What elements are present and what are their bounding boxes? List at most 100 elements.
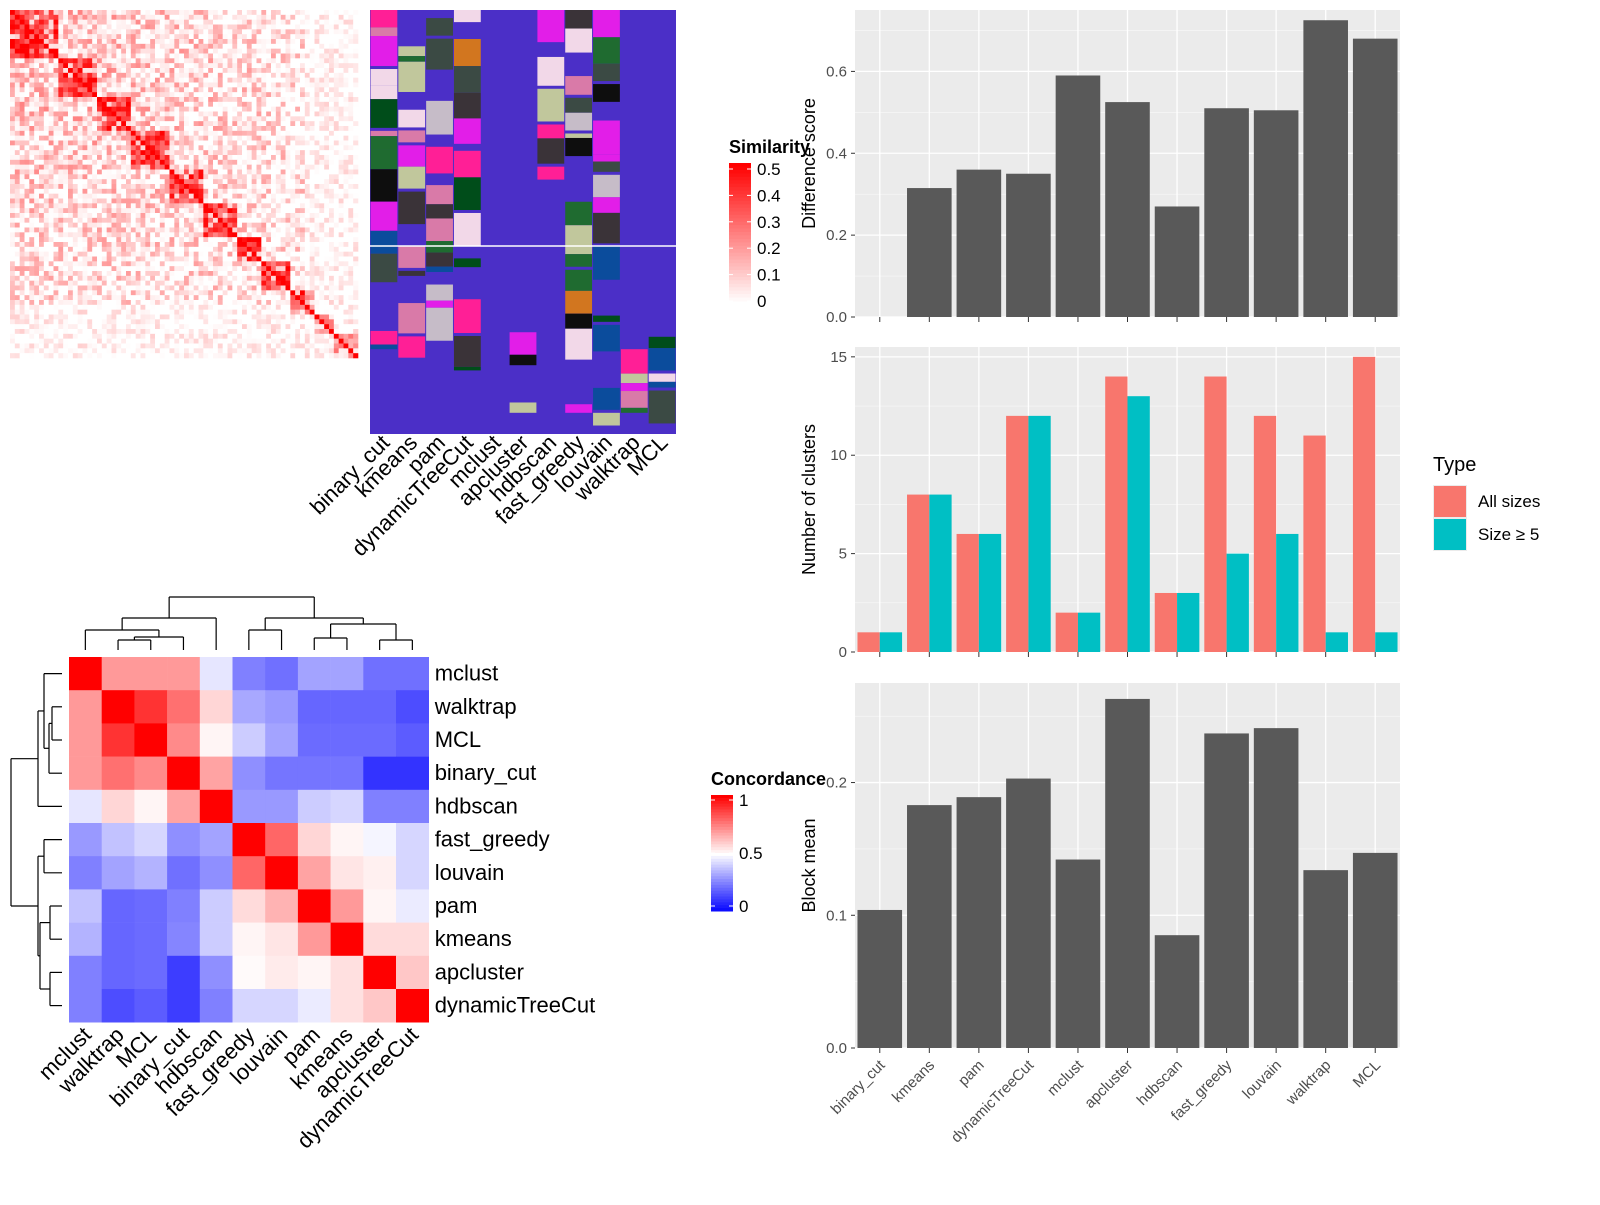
similarity-cell — [87, 271, 93, 277]
similarity-cell — [290, 290, 296, 296]
similarity-cell — [232, 324, 238, 330]
similarity-cell — [101, 58, 107, 64]
similarity-cell — [116, 246, 122, 252]
similarity-cell — [237, 275, 243, 281]
similarity-cell — [87, 324, 93, 330]
similarity-cell — [92, 164, 98, 170]
similarity-cell — [203, 329, 209, 335]
similarity-cell — [261, 193, 267, 199]
similarity-cell — [314, 145, 320, 151]
similarity-cell — [237, 198, 243, 204]
similarity-cell — [217, 63, 223, 69]
similarity-cell — [309, 237, 315, 243]
similarity-cell — [295, 145, 301, 151]
similarity-cell — [333, 140, 339, 146]
similarity-cell — [338, 338, 344, 344]
similarity-cell — [48, 261, 54, 267]
similarity-cell — [87, 217, 93, 223]
similarity-cell — [237, 217, 243, 223]
similarity-cell — [353, 174, 359, 180]
similarity-cell — [164, 217, 170, 223]
similarity-cell — [111, 82, 117, 88]
similarity-cell — [63, 266, 69, 272]
similarity-cell — [169, 43, 175, 49]
similarity-cell — [159, 106, 165, 112]
similarity-cell — [126, 261, 132, 267]
similarity-cell — [266, 155, 272, 161]
similarity-cell — [10, 222, 16, 228]
similarity-cell — [10, 188, 16, 194]
similarity-cell — [111, 290, 117, 296]
similarity-cell — [184, 222, 190, 228]
similarity-cell — [338, 63, 344, 69]
similarity-cell — [14, 309, 20, 315]
similarity-cell — [130, 19, 136, 25]
similarity-cell — [24, 184, 30, 190]
similarity-cell — [140, 77, 146, 83]
similarity-cell — [130, 135, 136, 141]
similarity-cell — [48, 155, 54, 161]
similarity-cell — [285, 213, 291, 219]
similarity-cell — [304, 295, 310, 301]
similarity-cell — [275, 275, 281, 281]
similarity-cell — [246, 256, 252, 262]
similarity-cell — [164, 68, 170, 74]
similarity-cell — [227, 155, 233, 161]
similarity-cell — [169, 101, 175, 107]
similarity-cell — [237, 227, 243, 233]
similarity-cell — [246, 92, 252, 98]
similarity-cell — [169, 275, 175, 281]
similarity-cell — [150, 319, 156, 325]
similarity-cell — [300, 92, 306, 98]
similarity-cell — [43, 266, 49, 272]
similarity-cell — [77, 145, 83, 151]
similarity-cell — [280, 43, 286, 49]
similarity-cell — [63, 198, 69, 204]
similarity-cell — [285, 10, 291, 16]
similarity-cell — [126, 285, 132, 291]
similarity-cell — [314, 324, 320, 330]
similarity-cell — [150, 72, 156, 78]
similarity-cell — [24, 309, 30, 315]
similarity-cell — [333, 285, 339, 291]
similarity-cell — [261, 174, 267, 180]
similarity-cell — [101, 48, 107, 54]
similarity-cell — [140, 271, 146, 277]
similarity-cell — [203, 34, 209, 40]
similarity-cell — [237, 232, 243, 238]
similarity-cell — [290, 333, 296, 339]
similarity-cell — [227, 198, 233, 204]
similarity-cell — [266, 324, 272, 330]
similarity-cell — [246, 126, 252, 132]
similarity-cell — [101, 338, 107, 344]
similarity-cell — [319, 77, 325, 83]
similarity-cell — [329, 82, 335, 88]
similarity-cell — [314, 19, 320, 25]
similarity-cell — [174, 92, 180, 98]
similarity-cell — [275, 29, 281, 35]
similarity-cell — [309, 232, 315, 238]
similarity-cell — [150, 295, 156, 301]
similarity-cell — [227, 19, 233, 25]
similarity-cell — [348, 275, 354, 281]
similarity-cell — [53, 271, 59, 277]
similarity-cell — [251, 82, 257, 88]
similarity-cell — [126, 87, 132, 93]
similarity-cell — [140, 145, 146, 151]
similarity-cell — [275, 10, 281, 16]
similarity-cell — [246, 290, 252, 296]
similarity-cell — [145, 155, 151, 161]
similarity-cell — [135, 58, 141, 64]
similarity-cell — [179, 193, 185, 199]
similarity-cell — [242, 101, 248, 107]
similarity-cell — [63, 169, 69, 175]
similarity-cell — [39, 251, 45, 257]
similarity-cell — [213, 68, 219, 74]
similarity-cell — [101, 188, 107, 194]
similarity-cell — [58, 82, 64, 88]
similarity-cell — [295, 314, 301, 320]
similarity-cell — [43, 92, 49, 98]
similarity-cell — [72, 329, 78, 335]
similarity-cell — [116, 116, 122, 122]
similarity-cell — [309, 266, 315, 272]
